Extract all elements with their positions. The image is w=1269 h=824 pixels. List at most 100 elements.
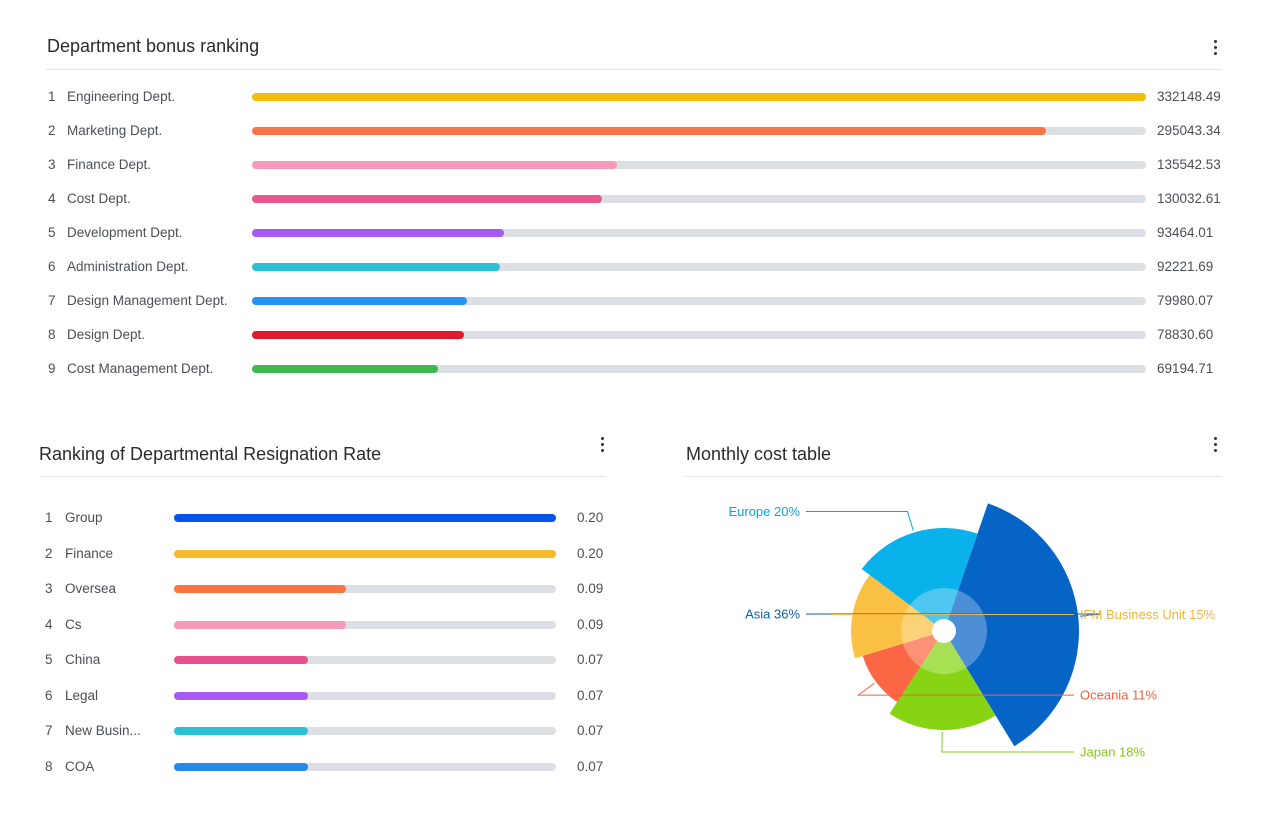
value-label: 135542.53 [1157, 157, 1221, 172]
more-options-icon[interactable] [592, 432, 612, 456]
bar[interactable] [174, 762, 308, 771]
monthly-cost-panel: Asia 36% Japan 18% Oceania 11% IFM Business… [640, 420, 1269, 824]
value-label: 92221.69 [1157, 259, 1214, 274]
center-hole [932, 619, 956, 643]
category-label: Finance Dept. [67, 157, 152, 172]
rose-chart: Asia 36% Japan 18% Oceania 11% IFM Business… [728, 503, 1216, 759]
panel-title: Department bonus ranking [47, 36, 260, 56]
more-options-icon[interactable] [1205, 432, 1225, 456]
more-options-icon[interactable] [1205, 35, 1225, 59]
pie-slice-ifm-business-unit[interactable] [851, 575, 944, 659]
rank-number: 8 [48, 327, 56, 342]
category-label: Marketing Dept. [67, 123, 163, 138]
panel-title: Ranking of Departmental Resignation Rate [39, 444, 382, 464]
value-label: 130032.61 [1157, 191, 1221, 206]
rank-number: 5 [48, 225, 56, 240]
divider [40, 476, 606, 477]
bar[interactable] [252, 195, 602, 203]
bar[interactable] [252, 263, 501, 271]
resignation-ranking-panel: Ranking of Departmental Resignation Rate… [0, 420, 630, 820]
category-label: Engineering Dept. [67, 89, 176, 104]
value-label: 93464.01 [1157, 225, 1214, 240]
pie-slice-europe[interactable] [861, 528, 978, 631]
divider [46, 69, 1222, 70]
bar-row: 5 China 0.07 [0, 650, 630, 670]
bar-track [174, 727, 556, 735]
bar-track [252, 127, 1146, 135]
rank-number: 1 [48, 89, 56, 104]
category-label: Finance [65, 545, 114, 561]
bar[interactable] [174, 514, 556, 522]
category-label: New Busin... [65, 723, 141, 738]
bar[interactable] [252, 93, 1146, 101]
rank-number: 6 [48, 259, 56, 274]
bar[interactable] [174, 549, 556, 558]
bar-track [252, 161, 1146, 169]
divider [685, 476, 1222, 477]
rank-number: 3 [45, 581, 53, 596]
bar-row: 6 Legal 0.07 [0, 686, 630, 706]
rank-number: 3 [48, 157, 56, 172]
bar-track [174, 514, 556, 522]
pie-slice-oceania[interactable] [862, 631, 944, 702]
rank-number: 2 [48, 123, 56, 138]
bar[interactable] [174, 585, 346, 593]
value-label: 0.09 [577, 581, 604, 596]
value-label: 332148.49 [1157, 89, 1221, 104]
bar-track [252, 229, 1146, 237]
bar[interactable] [252, 365, 439, 373]
category-label: Administration Dept. [67, 259, 189, 274]
bar-track [174, 549, 556, 558]
bar-row: 5 Development Dept. 93464.01 [0, 223, 1269, 243]
bar-row: 1 Engineering Dept. 332148.49 [0, 87, 1269, 107]
value-label: 0.20 [577, 545, 604, 561]
bar-row: 3 Finance Dept. 135542.53 [0, 155, 1269, 175]
rank-number: 4 [45, 616, 53, 632]
slice-label: Japan 18% [1080, 744, 1145, 759]
pie-slice-japan[interactable] [889, 631, 996, 730]
value-label: 0.20 [577, 510, 604, 525]
bar-track [252, 93, 1146, 101]
rank-number: 1 [45, 510, 53, 525]
bar-row: 4 Cs 0.09 [0, 615, 630, 635]
bar-row: 9 Cost Management Dept. 69194.71 [0, 359, 1269, 379]
bar-track [252, 365, 1146, 373]
bar-row: 7 Design Management Dept. 79980.07 [0, 291, 1269, 311]
value-label: 295043.34 [1157, 123, 1221, 138]
bar-track [174, 585, 556, 593]
category-label: Cost Management Dept. [67, 361, 214, 376]
bar-row: 4 Cost Dept. 130032.61 [0, 189, 1269, 209]
bar[interactable] [174, 656, 308, 664]
rank-number: 7 [48, 293, 56, 308]
rank-number: 2 [45, 545, 53, 561]
bar[interactable] [252, 161, 617, 169]
bar-track [174, 620, 556, 629]
pie-slice-asia[interactable] [944, 503, 1079, 747]
bar[interactable] [174, 620, 346, 629]
bar-row: 6 Administration Dept. 92221.69 [0, 257, 1269, 277]
bar-track [252, 263, 1146, 271]
bar[interactable] [252, 331, 465, 339]
bar-row: 8 Design Dept. 78830.60 [0, 325, 1269, 345]
category-label: Design Management Dept. [67, 293, 228, 308]
value-label: 0.07 [577, 723, 604, 738]
bar-track [252, 297, 1146, 305]
bar[interactable] [252, 297, 468, 305]
bar-track [174, 691, 556, 700]
rank-number: 4 [48, 191, 56, 206]
bar[interactable] [174, 691, 308, 700]
value-label: 69194.71 [1157, 361, 1214, 376]
rank-number: 5 [45, 652, 53, 667]
bar[interactable] [252, 229, 504, 237]
leader-line [806, 510, 914, 531]
value-label: 78830.60 [1157, 327, 1214, 342]
bar[interactable] [252, 127, 1047, 135]
rank-number: 7 [45, 723, 53, 738]
bar-row: 7 New Busin... 0.07 [0, 721, 630, 741]
slice-label: Oceania 11% [1080, 688, 1158, 703]
bar[interactable] [174, 727, 308, 735]
value-label: 0.09 [577, 616, 604, 632]
bar-track [174, 762, 556, 771]
rank-number: 6 [45, 687, 53, 703]
bar-track [252, 331, 1146, 339]
